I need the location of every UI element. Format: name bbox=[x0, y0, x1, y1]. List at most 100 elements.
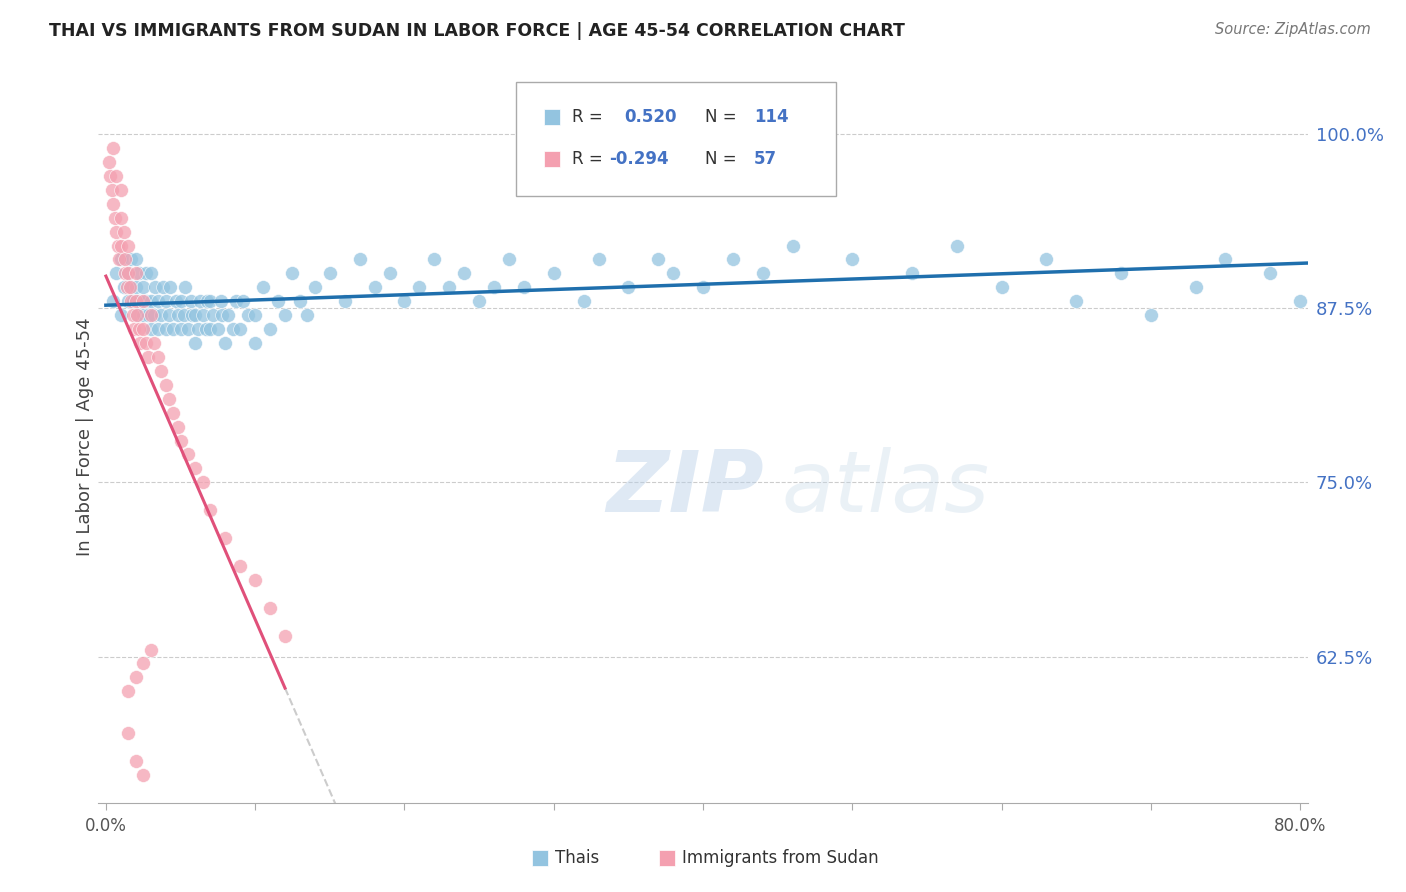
Point bbox=[1184, 280, 1206, 294]
Point bbox=[118, 280, 141, 294]
Y-axis label: In Labor Force | Age 45-54: In Labor Force | Age 45-54 bbox=[76, 318, 94, 557]
Point bbox=[281, 266, 304, 280]
Point bbox=[423, 252, 446, 267]
Point bbox=[184, 308, 207, 322]
Point bbox=[222, 322, 245, 336]
Point bbox=[103, 196, 125, 211]
Point bbox=[127, 308, 149, 322]
Point bbox=[117, 266, 139, 280]
Point bbox=[191, 475, 214, 490]
Point bbox=[901, 266, 924, 280]
Point bbox=[125, 280, 148, 294]
Point bbox=[945, 238, 967, 252]
Point bbox=[121, 308, 143, 322]
Point bbox=[135, 336, 157, 351]
Point bbox=[110, 183, 132, 197]
Text: 0.520: 0.520 bbox=[624, 109, 676, 127]
Point bbox=[125, 252, 148, 267]
Point bbox=[120, 252, 142, 267]
Text: THAI VS IMMIGRANTS FROM SUDAN IN LABOR FORCE | AGE 45-54 CORRELATION CHART: THAI VS IMMIGRANTS FROM SUDAN IN LABOR F… bbox=[49, 22, 905, 40]
Point bbox=[155, 322, 177, 336]
Point bbox=[174, 280, 197, 294]
Point bbox=[117, 684, 139, 698]
Point bbox=[662, 266, 685, 280]
Point bbox=[543, 266, 565, 280]
Text: -0.294: -0.294 bbox=[609, 150, 668, 168]
Point bbox=[114, 266, 136, 280]
Point bbox=[155, 294, 177, 309]
Point bbox=[115, 280, 138, 294]
Point bbox=[157, 392, 180, 406]
Point bbox=[122, 322, 145, 336]
Text: ZIP: ZIP bbox=[606, 447, 763, 530]
Point bbox=[394, 294, 416, 309]
Point bbox=[181, 308, 204, 322]
Point bbox=[194, 322, 217, 336]
Point bbox=[139, 322, 162, 336]
Point bbox=[200, 322, 222, 336]
Point bbox=[721, 252, 744, 267]
Point bbox=[132, 308, 155, 322]
Point bbox=[408, 280, 430, 294]
Point bbox=[191, 308, 214, 322]
Point bbox=[1393, 225, 1406, 239]
Text: 57: 57 bbox=[754, 150, 778, 168]
Point bbox=[482, 280, 505, 294]
Point bbox=[98, 169, 121, 183]
Point bbox=[97, 155, 120, 169]
Point bbox=[132, 280, 155, 294]
Point bbox=[1109, 266, 1132, 280]
Point bbox=[588, 252, 610, 267]
Point bbox=[1064, 294, 1087, 309]
Point bbox=[169, 434, 191, 448]
Point bbox=[139, 642, 162, 657]
Point bbox=[782, 238, 804, 252]
Point bbox=[110, 308, 132, 322]
Point bbox=[297, 308, 319, 322]
Point bbox=[105, 266, 128, 280]
Point bbox=[229, 322, 252, 336]
Point bbox=[1289, 294, 1312, 309]
Point bbox=[617, 280, 640, 294]
Text: Thais: Thais bbox=[555, 848, 600, 867]
Point bbox=[125, 754, 148, 768]
Point bbox=[1348, 280, 1371, 294]
Text: atlas: atlas bbox=[782, 447, 990, 530]
Point bbox=[165, 294, 187, 309]
Point bbox=[105, 225, 128, 239]
Point bbox=[990, 280, 1012, 294]
Point bbox=[139, 266, 162, 280]
Point bbox=[103, 141, 125, 155]
Point bbox=[207, 322, 229, 336]
Point bbox=[319, 266, 342, 280]
Point bbox=[188, 294, 211, 309]
Point bbox=[162, 322, 184, 336]
Point bbox=[157, 308, 180, 322]
Point bbox=[129, 336, 152, 351]
Point bbox=[117, 294, 139, 309]
Point bbox=[152, 280, 174, 294]
Point bbox=[229, 558, 252, 573]
Point bbox=[173, 308, 195, 322]
Text: 114: 114 bbox=[754, 109, 789, 127]
Point bbox=[125, 294, 148, 309]
Text: R =: R = bbox=[572, 150, 609, 168]
Text: R =: R = bbox=[572, 109, 609, 127]
Point bbox=[101, 183, 124, 197]
Point bbox=[692, 280, 714, 294]
Point bbox=[125, 308, 148, 322]
Text: N =: N = bbox=[706, 109, 742, 127]
Point bbox=[439, 280, 461, 294]
Point bbox=[136, 350, 159, 364]
Text: Source: ZipAtlas.com: Source: ZipAtlas.com bbox=[1215, 22, 1371, 37]
Point bbox=[211, 308, 233, 322]
Point bbox=[135, 266, 157, 280]
Point bbox=[169, 294, 191, 309]
Point bbox=[177, 322, 200, 336]
Point bbox=[468, 294, 491, 309]
Point bbox=[363, 280, 385, 294]
Point bbox=[184, 336, 207, 351]
Point bbox=[378, 266, 401, 280]
Point bbox=[1258, 266, 1281, 280]
Point bbox=[333, 294, 356, 309]
